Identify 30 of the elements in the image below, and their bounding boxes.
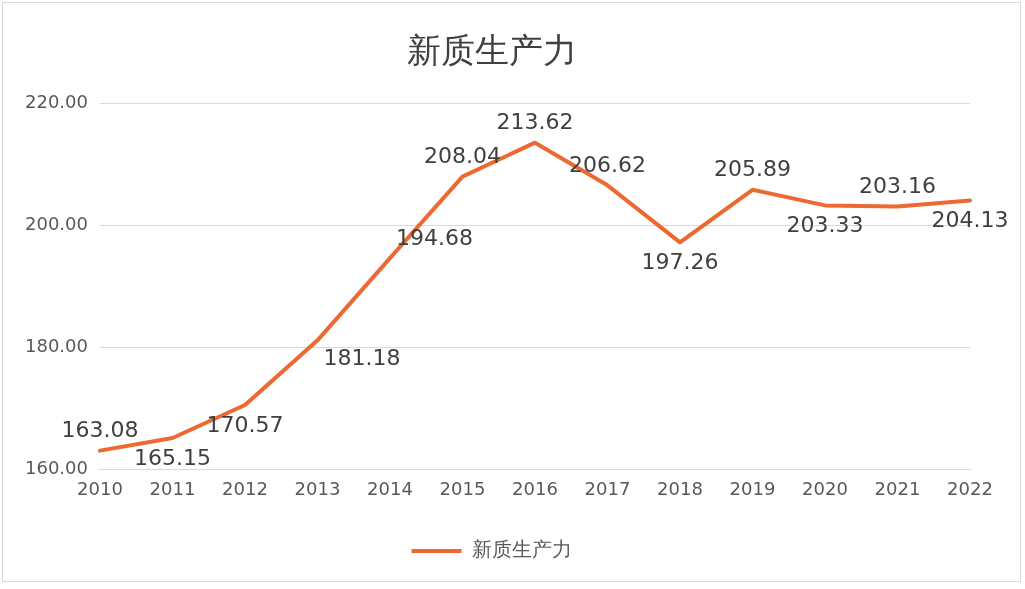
data-label: 181.18 xyxy=(323,345,401,371)
y-tick-label: 200.00 xyxy=(25,213,88,235)
x-tick-label: 2021 xyxy=(874,477,921,499)
x-tick-label: 2010 xyxy=(77,477,123,499)
x-tick-label: 2016 xyxy=(512,477,558,499)
y-tick-label: 160.00 xyxy=(25,457,88,479)
x-tick-label: 2022 xyxy=(947,477,993,499)
data-label: 208.04 xyxy=(424,143,501,169)
x-tick-label: 2019 xyxy=(729,477,776,499)
data-label: 213.62 xyxy=(496,109,574,135)
x-tick-label: 2018 xyxy=(657,477,703,499)
data-label: 163.08 xyxy=(61,417,139,443)
data-label: 170.57 xyxy=(206,411,284,437)
x-tick-label: 2012 xyxy=(222,477,268,499)
x-tick-label: 2017 xyxy=(584,477,631,499)
y-tick-label: 220.00 xyxy=(25,91,88,113)
x-tick-label: 2011 xyxy=(149,477,196,499)
data-label: 204.13 xyxy=(931,207,1009,233)
data-label: 203.16 xyxy=(859,173,936,199)
x-tick-label: 2014 xyxy=(367,477,413,499)
legend-label: 新质生产力 xyxy=(471,537,572,562)
x-tick-label: 2013 xyxy=(294,477,341,499)
data-label: 197.26 xyxy=(641,249,719,275)
data-label: 203.33 xyxy=(786,212,864,238)
x-tick-label: 2015 xyxy=(439,477,486,499)
chart-title: 新质生产力 xyxy=(406,30,577,71)
y-tick-label: 180.00 xyxy=(25,335,88,357)
data-label: 205.89 xyxy=(714,156,791,182)
data-label: 165.15 xyxy=(133,444,211,470)
x-tick-label: 2020 xyxy=(802,477,848,499)
